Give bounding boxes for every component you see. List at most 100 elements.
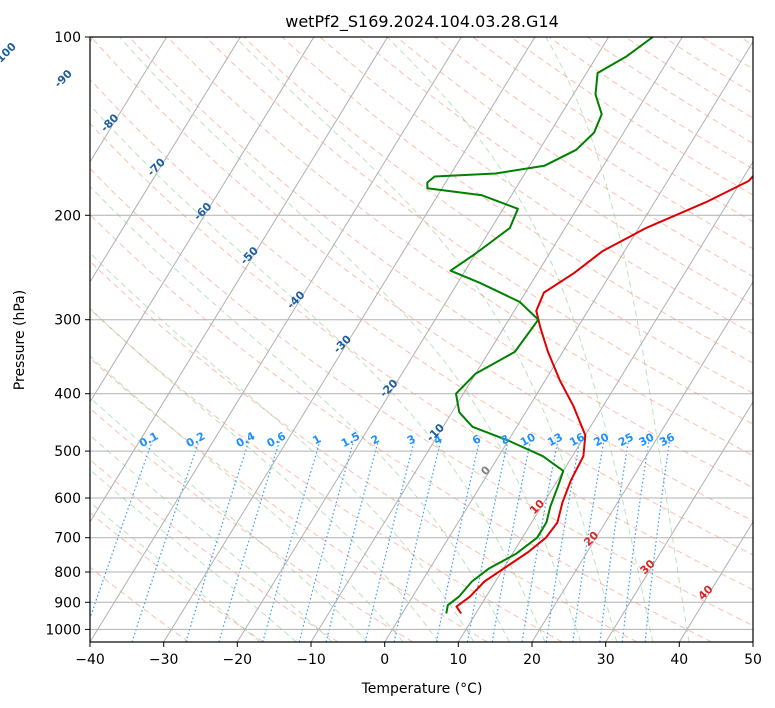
chart-title: wetPf2_S169.2024.104.03.28.G14 — [285, 12, 559, 32]
mixing-ratio-line — [364, 440, 415, 642]
mixing-ratio-line — [218, 440, 281, 642]
mixing-ratio-line — [491, 440, 532, 642]
x-axis-ticks: −40 −30 −20 −10 0 10 20 30 40 50 — [75, 642, 762, 668]
mixing-ratio-label: 20 — [592, 430, 612, 449]
plot-frame — [89, 36, 754, 643]
moist-adiabat — [90, 185, 510, 642]
x-tick-label: 0 — [380, 652, 389, 668]
plot-area — [90, 37, 753, 642]
mixing-ratio-lines — [90, 440, 671, 642]
y-tick-label: 900 — [54, 595, 81, 611]
dry-adiabat — [90, 78, 753, 556]
dewpoint-line — [426, 37, 654, 614]
isotherm — [90, 37, 168, 163]
isotherm — [236, 37, 610, 642]
isotherm-label: -100 — [0, 40, 19, 69]
mixing-ratio-line — [90, 440, 154, 620]
x-tick-label: 50 — [744, 652, 762, 668]
mixing-ratio-line — [262, 440, 321, 642]
x-tick-label: 40 — [670, 652, 688, 668]
mixing-ratio-line — [466, 440, 509, 642]
mixing-ratio-label: 30 — [637, 430, 657, 449]
moist-adiabat — [90, 434, 333, 642]
moist-adiabat — [386, 37, 654, 642]
isotherm — [310, 37, 683, 642]
moist-adiabat — [90, 307, 439, 642]
y-tick-label: 400 — [54, 387, 81, 403]
x-tick-label: 20 — [523, 652, 541, 668]
dry-adiabat — [548, 37, 753, 170]
x-tick-label: −40 — [75, 652, 105, 668]
mixing-ratio-label: 10 — [518, 430, 538, 449]
isotherm — [90, 37, 241, 283]
dry-adiabat — [357, 37, 753, 306]
temperature-line — [455, 174, 753, 615]
x-tick-label: −10 — [296, 652, 326, 668]
mixing-ratio-line — [185, 440, 250, 642]
sounding-profiles — [426, 37, 753, 615]
mixing-ratio-line — [325, 440, 379, 642]
dry-adiabat — [434, 37, 753, 250]
dry-adiabat — [90, 122, 753, 591]
isotherm — [457, 160, 753, 642]
y-axis-ticks: 100 200 300 400 500 600 700 800 900 1000 — [45, 30, 90, 638]
mixing-ratio-label: 16 — [567, 430, 587, 449]
mixing-ratio-line — [298, 440, 355, 642]
isotherm — [90, 37, 389, 523]
dry-adiabat — [90, 308, 563, 642]
y-tick-label: 500 — [54, 444, 81, 460]
y-tick-label: 100 — [54, 30, 81, 46]
moist-adiabat — [545, 37, 690, 642]
dry-adiabat — [90, 260, 638, 642]
x-axis-label: Temperature (°C) — [361, 681, 483, 697]
mixing-ratio-label: 36 — [657, 430, 677, 449]
x-tick-label: 30 — [597, 652, 615, 668]
mixing-ratio-line — [644, 440, 671, 642]
isotherm-label: -90 — [52, 67, 75, 90]
mixing-ratio-line — [435, 440, 481, 642]
dry-adiabat — [510, 37, 753, 196]
x-tick-label: −30 — [149, 652, 179, 668]
moist-adiabat — [90, 469, 297, 642]
y-tick-label: 300 — [54, 313, 81, 329]
dry-adiabat — [396, 37, 753, 278]
isotherm — [752, 641, 753, 642]
dry-adiabat — [90, 213, 712, 642]
moist-adiabat — [119, 37, 582, 642]
y-axis-label: Pressure (hPa) — [12, 290, 28, 390]
isotherm — [384, 40, 753, 642]
isobar-grid — [90, 37, 753, 630]
dry-adiabat — [90, 37, 753, 522]
y-tick-label: 1000 — [45, 622, 81, 638]
mixing-ratio-label: 25 — [616, 430, 636, 449]
x-tick-label: 10 — [449, 652, 467, 668]
mixing-ratio-line — [621, 440, 650, 642]
x-tick-label: −20 — [223, 652, 253, 668]
isotherm — [90, 37, 315, 403]
dry-adiabat — [167, 37, 753, 457]
isotherm-grid — [90, 37, 753, 642]
moist-adiabat — [90, 397, 369, 642]
dry-adiabat — [90, 407, 414, 642]
isotherm — [90, 37, 462, 642]
mixing-ratio-line — [599, 440, 630, 642]
y-tick-label: 600 — [54, 491, 81, 507]
mixing-ratio-line — [545, 440, 581, 642]
mixing-ratio-label: 13 — [545, 430, 565, 449]
mixing-ratio-line — [521, 440, 559, 642]
dry-adiabat — [472, 37, 753, 223]
dry-adiabat — [205, 37, 753, 425]
y-tick-label: 200 — [54, 208, 81, 224]
isotherm — [678, 520, 753, 642]
isotherm — [163, 37, 536, 642]
isotherm — [531, 280, 753, 642]
dry-adiabat — [90, 512, 264, 642]
moist-adiabat — [90, 252, 475, 642]
y-tick-label: 700 — [54, 531, 81, 547]
y-tick-label: 800 — [54, 565, 81, 581]
mixing-ratio-line — [572, 440, 605, 642]
moist-adiabat — [90, 104, 546, 642]
isotherm — [605, 400, 753, 642]
moist-adiabat — [90, 355, 404, 642]
